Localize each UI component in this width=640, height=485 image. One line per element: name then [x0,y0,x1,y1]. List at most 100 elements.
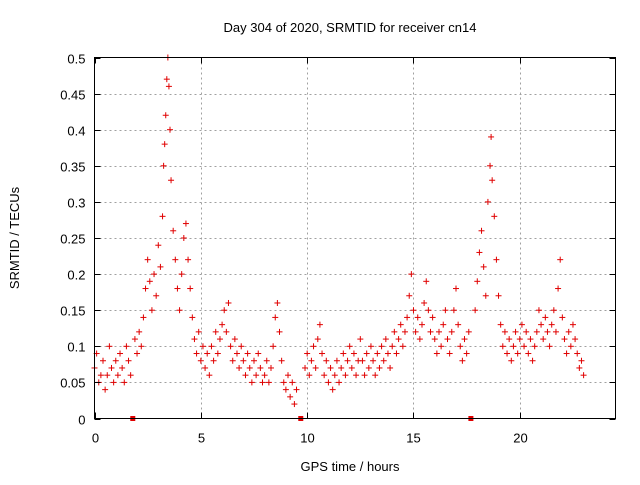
data-point [187,285,194,292]
y-axis-label: SRMTID / TECUs [7,186,22,289]
data-point [102,386,109,393]
data-point [563,350,570,357]
data-point [499,343,506,350]
data-point [140,314,147,321]
data-point [119,364,126,371]
data-point [268,364,275,371]
data-point [304,350,311,357]
data-point [138,343,145,350]
data-point [412,328,419,335]
data-point [548,321,555,328]
data-point [310,343,317,350]
y-tick-label: 0.3 [67,196,85,211]
data-point [516,336,523,343]
data-point [229,357,236,364]
data-point [455,321,462,328]
data-point [527,336,534,343]
data-point [361,372,368,379]
data-point [134,350,141,357]
data-point [327,364,334,371]
data-point [576,364,583,371]
data-points [91,54,587,408]
data-point [457,343,464,350]
data-point [550,307,557,314]
data-point [216,336,223,343]
data-point [404,314,411,321]
data-point [250,357,257,364]
data-point [421,299,428,306]
data-point [199,343,206,350]
data-point [162,112,169,119]
data-point [480,263,487,270]
data-point [565,328,572,335]
data-point [255,350,262,357]
data-point [204,350,211,357]
data-point [338,364,345,371]
data-point [497,321,504,328]
data-point [114,372,121,379]
data-point [431,336,438,343]
data-point [506,336,513,343]
data-point [144,256,151,263]
data-point [538,321,545,328]
data-point [189,314,196,321]
data-point [504,350,511,357]
data-point [410,307,417,314]
data-point [276,328,283,335]
data-point [559,314,566,321]
data-point [97,372,104,379]
data-point [423,278,430,285]
data-point [450,307,457,314]
data-point [163,76,170,83]
data-point [210,357,217,364]
data-point [389,343,396,350]
x-axis-label: GPS time / hours [301,459,400,474]
data-point [465,328,472,335]
data-point [525,350,532,357]
data-point [353,372,360,379]
data-point [365,364,372,371]
data-point [208,343,215,350]
data-point [110,379,117,386]
data-point [259,379,266,386]
data-point [238,343,245,350]
data-point [387,364,394,371]
data-point [285,372,292,379]
data-point [272,314,279,321]
data-point [512,328,519,335]
data-point [476,249,483,256]
y-tick-label: 0.15 [60,304,85,319]
data-point [487,162,494,169]
data-point [223,328,230,335]
data-point [344,357,351,364]
data-point [153,292,160,299]
x-tick-label: 20 [513,431,527,446]
data-point [546,343,553,350]
data-point [363,350,370,357]
data-point [117,350,124,357]
data-point [393,350,400,357]
data-point [274,299,281,306]
data-point [569,321,576,328]
data-point [514,350,521,357]
data-point [302,364,309,371]
y-tick-label: 0.5 [67,52,85,67]
data-point [552,328,559,335]
data-point [561,336,568,343]
data-point [425,307,432,314]
y-tick-label: 0.05 [60,376,85,391]
data-point [329,386,336,393]
data-point [461,336,468,343]
data-point [219,321,226,328]
data-point [433,350,440,357]
data-point [323,357,330,364]
data-point [438,343,445,350]
data-point [172,256,179,263]
y-tick-label: 0.4 [67,124,85,139]
data-point [257,364,264,371]
data-point [448,328,455,335]
data-point [501,328,508,335]
data-point [414,314,421,321]
data-point [374,350,381,357]
data-point [493,256,500,263]
